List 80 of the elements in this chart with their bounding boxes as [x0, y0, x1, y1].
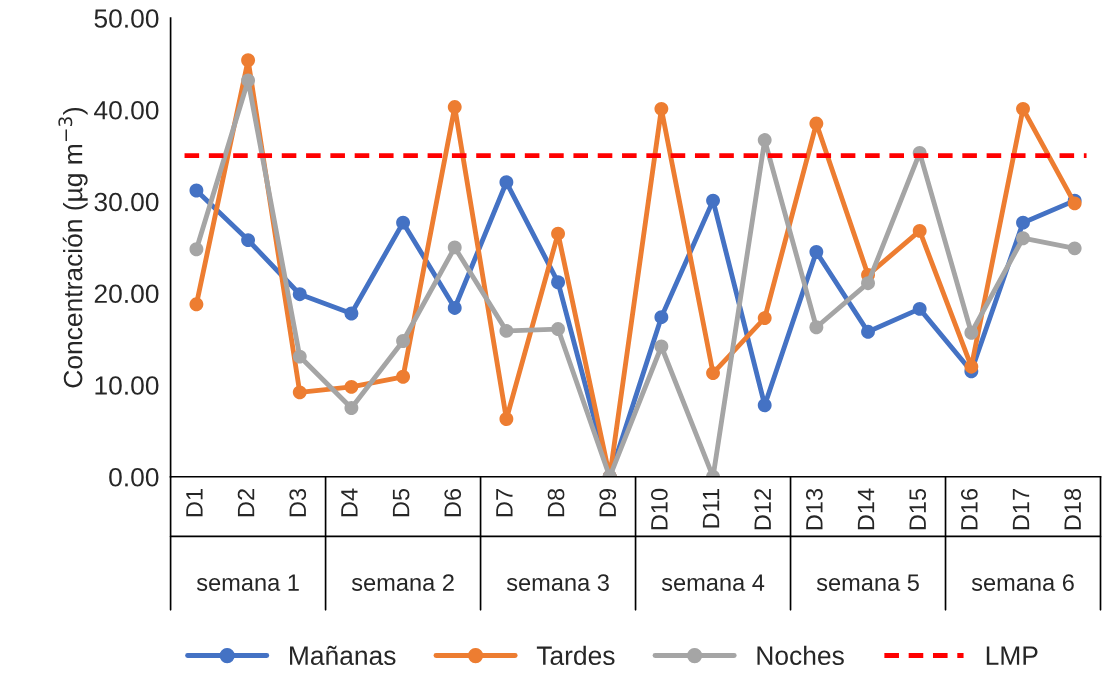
point: [654, 339, 669, 354]
x-tick-label: D12: [754, 489, 771, 530]
point: [241, 233, 256, 248]
point: [499, 175, 514, 190]
point: [912, 223, 927, 238]
x-tick-label: D1: [186, 489, 203, 517]
point: [757, 133, 772, 148]
point: [809, 320, 824, 335]
point: [292, 287, 307, 302]
point: [654, 310, 669, 325]
point: [809, 116, 824, 131]
point: [189, 183, 204, 198]
x-tick-label: D16: [960, 488, 978, 530]
point: [189, 297, 204, 312]
legend-label: Mañanas: [290, 645, 396, 666]
point: [344, 306, 359, 321]
x-tick-label: D11: [702, 489, 720, 528]
point: [344, 379, 359, 394]
point: [551, 226, 565, 241]
point: [292, 385, 307, 400]
legend-label: LMP: [986, 646, 1038, 665]
x-tick-label: D18: [1064, 488, 1082, 530]
text: semana 6: [971, 574, 1074, 591]
point: [292, 349, 307, 364]
point: [757, 398, 772, 413]
point: [447, 240, 462, 255]
text: semana 5: [816, 574, 919, 591]
x-tick-label: D8: [547, 488, 565, 517]
y-tick-label: 20.00: [94, 284, 159, 304]
x-tick-label: D3: [289, 488, 307, 517]
point: [964, 359, 979, 374]
point: [499, 323, 514, 338]
x-tick-label: D17: [1012, 489, 1030, 530]
point: [344, 401, 359, 415]
point: [706, 193, 720, 208]
point: [757, 311, 772, 325]
point: [1016, 101, 1030, 116]
text: semana 4: [661, 574, 765, 591]
point: [964, 325, 979, 340]
point: [499, 412, 514, 426]
y-tick-label: 50.00: [94, 9, 159, 28]
point: [861, 276, 875, 291]
point: [912, 301, 927, 316]
y-tick-label: 10.00: [95, 376, 159, 395]
x-tick-label: D15: [909, 488, 927, 530]
point: [861, 324, 875, 339]
point: [1016, 231, 1030, 246]
point: [396, 334, 411, 348]
text: semana 1: [196, 574, 299, 591]
x-tick-label: D13: [805, 488, 823, 530]
text: semana 3: [506, 574, 609, 591]
text: semana 2: [351, 574, 454, 591]
x-tick-label: D10: [651, 488, 668, 530]
point: [189, 242, 204, 257]
point: [706, 366, 720, 381]
point: [809, 245, 824, 259]
x-tick-label: D4: [341, 488, 358, 517]
point: [447, 301, 462, 315]
y-tick-label: 30.00: [94, 192, 159, 212]
x-tick-label: D2: [237, 489, 255, 517]
point: [551, 275, 565, 290]
point: [241, 73, 256, 88]
y-axis-title: Concentración (µg m$^{−3}$): [58, 107, 88, 388]
point: [551, 322, 565, 337]
point: [1067, 241, 1082, 256]
legend-label: Tardes: [536, 645, 615, 666]
y-tick-label: 0.00: [109, 467, 159, 487]
point: [396, 215, 411, 230]
point: [654, 101, 669, 116]
point: [241, 53, 256, 68]
x-tick-label: D5: [392, 488, 410, 517]
x-tick-label: D9: [599, 489, 617, 517]
legend-label: Noches: [757, 645, 844, 666]
y-tick-label: 40.00: [94, 100, 159, 120]
point: [396, 369, 411, 384]
x-tick-label: D7: [496, 489, 513, 517]
x-tick-label: D6: [444, 488, 462, 517]
point: [447, 100, 462, 114]
x-tick-label: D14: [857, 488, 875, 530]
point: [1016, 215, 1030, 230]
